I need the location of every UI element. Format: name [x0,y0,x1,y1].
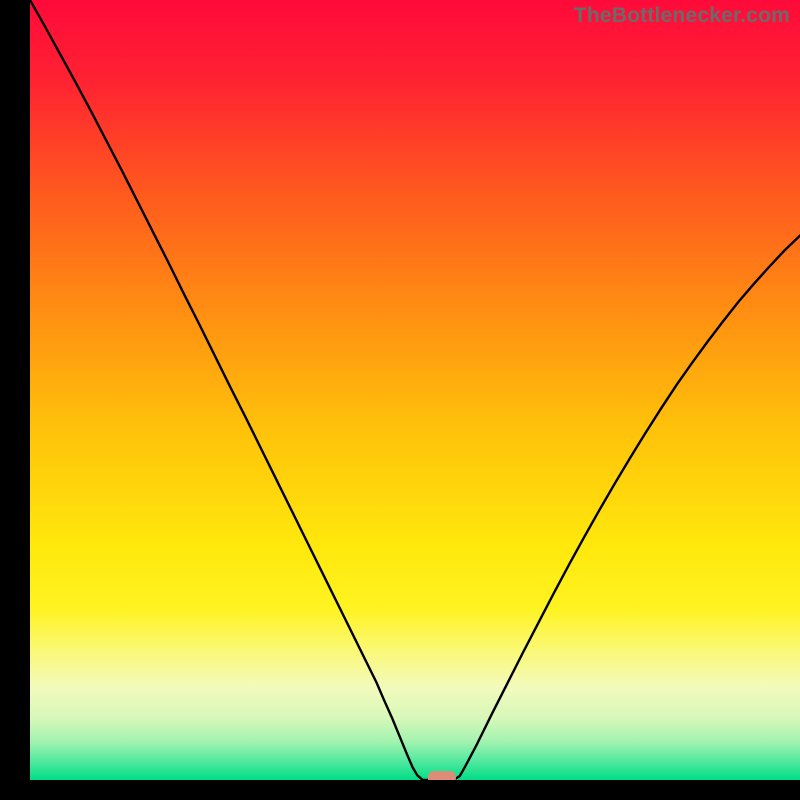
plot-area [30,0,800,780]
watermark-text: TheBottlenecker.com [574,4,790,28]
chart-frame: TheBottlenecker.com [0,0,800,800]
gradient-background [30,0,800,780]
plot-svg [30,0,800,780]
optimal-marker [428,771,456,780]
